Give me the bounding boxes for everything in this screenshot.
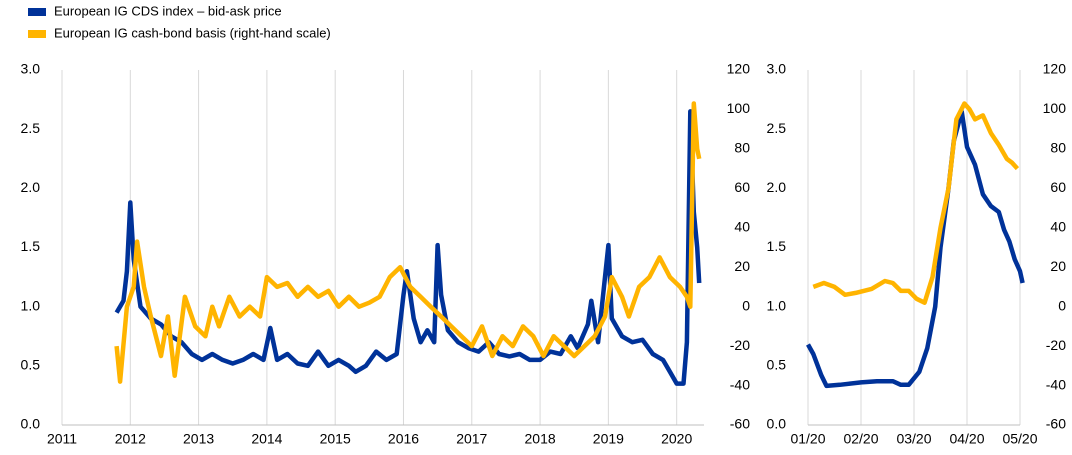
data-line (114, 101, 702, 384)
y2-tick-label: -60 (1046, 416, 1066, 432)
y2-tick-label: -40 (1046, 376, 1066, 392)
y2-tick-label: -20 (730, 337, 750, 353)
x-tick-label: 2017 (456, 431, 487, 447)
y-tick-label: 0.0 (767, 416, 787, 432)
x-tick-label: 2012 (115, 431, 146, 447)
data-line (806, 109, 1025, 389)
x-tick-label: 2014 (251, 431, 282, 447)
x-tick-label: 2019 (593, 431, 624, 447)
y2-tick-label: 80 (734, 140, 750, 156)
x-tick-label: 04/20 (949, 431, 984, 447)
y-tick-label: 3.0 (767, 61, 787, 77)
y-tick-label: 1.5 (21, 238, 41, 254)
y2-tick-label: 100 (727, 100, 751, 116)
y2-tick-label: 120 (1043, 61, 1067, 77)
y-tick-label: 1.5 (767, 238, 787, 254)
y2-tick-label: 20 (1050, 258, 1066, 274)
y2-tick-label: 0 (1058, 297, 1066, 313)
y-tick-label: 2.5 (767, 120, 787, 136)
y-tick-label: 3.0 (21, 61, 41, 77)
y-tick-label: 1.0 (21, 297, 41, 313)
y2-tick-label: -40 (730, 376, 750, 392)
x-tick-label: 03/20 (896, 431, 931, 447)
y-tick-label: 2.0 (21, 179, 41, 195)
x-tick-label: 2013 (183, 431, 214, 447)
y2-tick-label: 80 (1050, 140, 1066, 156)
x-tick-label: 2015 (320, 431, 351, 447)
y-tick-label: 1.0 (767, 297, 787, 313)
y2-tick-label: -60 (730, 416, 750, 432)
y-tick-label: 0.5 (21, 357, 41, 373)
y2-tick-label: 100 (1043, 100, 1067, 116)
x-tick-label: 2011 (47, 431, 77, 447)
data-line (812, 101, 1020, 305)
y2-tick-label: 0 (742, 297, 750, 313)
x-tick-label: 01/20 (790, 431, 825, 447)
data-line (114, 109, 702, 386)
legend-label: European IG CDS index – bid-ask price (54, 3, 282, 18)
legend-swatch (28, 8, 46, 16)
x-tick-label: 2018 (525, 431, 556, 447)
legend-swatch (28, 30, 46, 38)
legend-label: European IG cash-bond basis (right-hand … (54, 25, 331, 40)
y-tick-label: 2.5 (21, 120, 41, 136)
x-tick-label: 2020 (661, 431, 692, 447)
y-tick-label: 0.5 (767, 357, 787, 373)
y2-tick-label: 60 (734, 179, 750, 195)
y2-tick-label: 60 (1050, 179, 1066, 195)
x-tick-label: 2016 (388, 431, 419, 447)
y-tick-label: 0.0 (21, 416, 41, 432)
y2-tick-label: 20 (734, 258, 750, 274)
y-tick-label: 2.0 (767, 179, 787, 195)
x-tick-label: 02/20 (843, 431, 878, 447)
y2-tick-label: 120 (727, 61, 751, 77)
y2-tick-label: 40 (1050, 218, 1066, 234)
y2-tick-label: 40 (734, 218, 750, 234)
x-tick-label: 05/20 (1002, 431, 1037, 447)
y2-tick-label: -20 (1046, 337, 1066, 353)
